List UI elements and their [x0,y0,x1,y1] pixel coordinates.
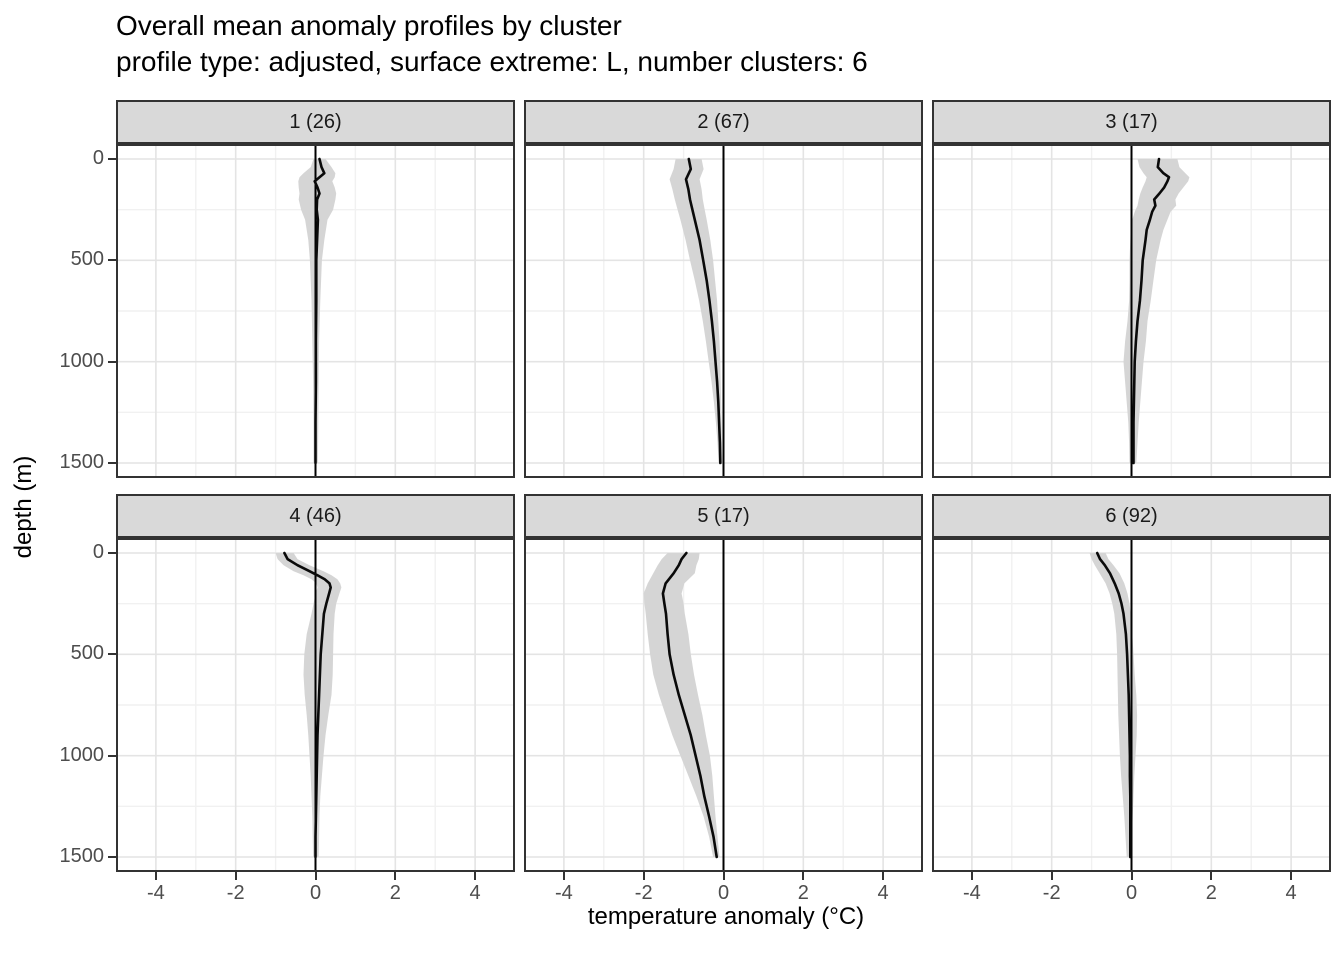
x-tick-mark [970,872,973,880]
y-tick-label: 0 [92,147,104,169]
x-tick-mark [802,872,805,880]
x-tick-label: 4 [877,882,889,904]
x-tick-label: 2 [797,882,809,904]
facet-strip: 2 (67) [524,100,923,144]
chart-subtitle: profile type: adjusted, surface extreme:… [116,46,868,77]
facet-strip: 6 (92) [932,494,1331,538]
profile-plot [116,144,515,478]
mean-profile-line [283,551,332,859]
panel-border [932,538,1331,872]
facet-strip: 4 (46) [116,494,515,538]
y-tick-mark [108,552,116,554]
x-tick-mark [562,872,565,880]
x-tick-label: -2 [1042,882,1061,904]
x-tick-mark [1290,872,1293,880]
facet-panel [524,144,923,478]
x-tick-label: -4 [146,882,165,904]
facet-strip: 3 (17) [932,100,1331,144]
panel-border [524,144,923,478]
x-tick-label: 0 [717,882,730,904]
mean-profile-line [1132,157,1171,465]
x-tick-label: 2 [1205,882,1217,904]
facet-strip-label: 2 (67) [697,110,750,133]
y-tick-mark [108,653,116,656]
x-tick-label: 0 [1125,882,1138,904]
x-tick-mark [1130,872,1133,880]
confidence-ribbon [669,159,723,463]
profile-plot [116,538,515,872]
x-tick-mark [474,872,477,880]
facet-panel [116,538,515,872]
y-tick-label: 500 [70,248,104,271]
y-tick-label: 1000 [59,349,105,372]
x-tick-mark [394,872,397,880]
x-tick-label: 0 [309,882,322,904]
y-tick-mark [108,158,116,160]
x-tick-mark [642,872,645,880]
y-tick-mark [108,360,116,363]
x-tick-mark [1050,872,1053,880]
profile-plot [524,538,923,872]
y-tick-mark [108,259,116,262]
y-tick-mark [108,462,116,464]
panel-border [932,144,1331,478]
confidence-ribbon [275,553,342,857]
profile-plot [932,538,1331,872]
x-tick-label: 4 [469,882,481,904]
x-tick-mark [722,872,725,880]
x-tick-mark [154,872,157,880]
x-tick-label: -2 [226,882,245,904]
x-tick-label: -4 [554,882,573,904]
facet-strip-label: 1 (26) [289,110,342,133]
y-tick-mark [108,754,116,757]
mean-profile-line [313,157,326,465]
x-tick-label: 2 [389,882,401,904]
y-tick-label: 1000 [59,743,105,766]
facet-strip-label: 6 (92) [1105,504,1158,527]
facet-panel [116,144,515,478]
mean-profile-line [684,157,722,465]
x-tick-label: -4 [962,882,981,904]
facet-panel [524,538,923,872]
x-tick-mark [1210,872,1213,880]
y-tick-label: 1500 [59,451,105,473]
facet-strip: 1 (26) [116,100,515,144]
x-tick-label: 4 [1285,882,1297,904]
facet-strip-label: 4 (46) [289,504,342,527]
x-tick-label: -2 [634,882,653,904]
x-tick-mark [234,872,237,880]
chart-title: Overall mean anomaly profiles by cluster [116,10,622,41]
y-tick-label: 500 [70,642,104,665]
x-tick-mark [314,872,317,880]
y-tick-label: 1500 [59,845,105,867]
facet-strip-label: 3 (17) [1105,110,1158,133]
mean-profile-line [1095,551,1132,859]
panel-border [116,538,515,872]
facet-strip-label: 5 (17) [697,504,750,527]
facet-panel [932,144,1331,478]
profile-plot [932,144,1331,478]
x-axis-title: temperature anomaly (°C) [587,903,865,930]
panel-border [116,144,515,478]
y-tick-mark [108,856,116,858]
facet-panel [932,538,1331,872]
confidence-ribbon [1123,159,1190,463]
panel-border [524,538,923,872]
y-tick-label: 0 [92,541,104,563]
y-axis-title: depth (m) [10,455,37,559]
profile-plot [524,144,923,478]
facet-strip: 5 (17) [524,494,923,538]
mean-profile-line [661,551,718,859]
x-tick-mark [882,872,885,880]
